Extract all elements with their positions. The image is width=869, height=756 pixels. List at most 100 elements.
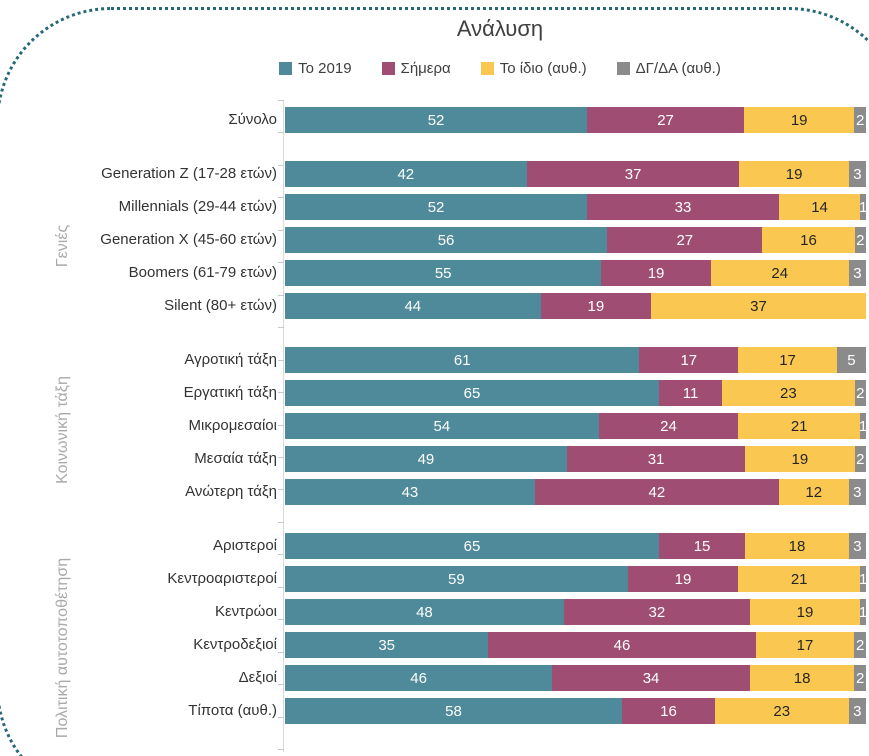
bar-segment: 16 xyxy=(621,698,715,724)
legend-label: Σήμερα xyxy=(400,60,451,77)
bar-segment: 2 xyxy=(854,665,867,691)
bar-segment: 19 xyxy=(739,161,849,187)
axis-tick xyxy=(278,424,284,426)
bar-track: 52 27 19 2 xyxy=(285,107,867,133)
bar-segment: 65 xyxy=(285,533,659,559)
bar-segment: 2 xyxy=(854,632,866,658)
legend-item: ΔΓ/ΔΑ (αυθ.) xyxy=(616,60,721,77)
legend-swatch-icon xyxy=(480,62,494,75)
bar-segment: 31 xyxy=(566,446,746,472)
bar-row: Τίποτα (αυθ.) 58 16 23 3 xyxy=(0,698,869,724)
category-label: Μεσαία τάξη xyxy=(194,450,277,467)
bar-track: 46 34 18 2 xyxy=(285,665,867,691)
bar-segment: 21 xyxy=(738,413,861,439)
axis-tick xyxy=(278,489,284,491)
axis-tick xyxy=(278,294,284,296)
axis-tick xyxy=(278,749,284,750)
bar-segment: 65 xyxy=(285,380,659,406)
axis-tick xyxy=(278,197,284,199)
bar-row: Boomers (61-79 ετών) 55 19 24 3 xyxy=(0,260,869,286)
legend-swatch-icon xyxy=(616,62,630,75)
category-label: Αριστεροί xyxy=(213,537,277,554)
bar-segment: 46 xyxy=(488,632,756,658)
bar-segment: 21 xyxy=(738,566,861,592)
bar-track: 58 16 23 3 xyxy=(285,698,866,724)
bar-segment: 27 xyxy=(587,107,744,133)
bar-track: 49 31 19 2 xyxy=(285,446,866,472)
bar-rows-container: Σύνολο 52 27 19 2 Generation Z (17-28 ετών) 42… xyxy=(0,107,869,731)
bar-segment: 33 xyxy=(587,194,779,220)
category-label: Millennials (29-44 ετών) xyxy=(118,198,277,215)
bar-segment: 23 xyxy=(714,698,849,724)
axis-tick xyxy=(278,262,284,264)
bar-segment: 19 xyxy=(745,446,855,472)
bar-segment: 56 xyxy=(285,227,608,253)
bar-segment: 48 xyxy=(285,599,564,625)
bar-row: Εργατική τάξη 65 11 23 2 xyxy=(0,380,869,406)
bar-segment: 19 xyxy=(749,599,861,625)
bar-segment: 17 xyxy=(639,347,739,373)
axis-tick xyxy=(278,716,284,718)
bar-segment: 59 xyxy=(285,566,628,592)
group-label: Πολιτική αυτοτοποθέτηση xyxy=(54,557,71,739)
legend-label: ΔΓ/ΔΑ (αυθ.) xyxy=(635,60,721,77)
bar-track: 65 11 23 2 xyxy=(285,380,866,406)
bar-segment: 5 xyxy=(836,347,866,373)
bar-track: 61 17 17 5 xyxy=(285,347,866,373)
legend-item: Το 2019 xyxy=(279,60,352,77)
bar-row: Κεντροδεξιοί 35 46 17 2 xyxy=(0,632,869,658)
bar-segment: 34 xyxy=(552,665,750,691)
bar-segment: 58 xyxy=(285,698,622,724)
chart-title: Ανάλυση xyxy=(456,16,544,41)
axis-tick xyxy=(278,521,284,523)
axis-tick xyxy=(278,229,284,231)
bar-track: 48 32 19 1 xyxy=(285,599,867,625)
category-label: Τίποτα (αυθ.) xyxy=(188,702,277,719)
chart-legend: Το 2019 Σήμερα Το ίδιο (αυθ.) ΔΓ/ΔΑ (αυθ.) xyxy=(131,60,869,77)
bar-segment: 15 xyxy=(658,533,746,559)
bar-segment: 2 xyxy=(854,227,866,253)
bar-segment: 3 xyxy=(848,533,866,559)
category-label: Μικρομεσαίοι xyxy=(188,417,277,434)
axis-tick xyxy=(278,684,284,686)
axis-tick xyxy=(278,392,284,394)
bar-segment: 37 xyxy=(526,161,740,187)
bar-row: Generation Z (17-28 ετών) 42 37 19 3 xyxy=(0,161,869,187)
category-label: Silent (80+ ετών) xyxy=(164,297,277,314)
group-label: Κοινωνική τάξη xyxy=(54,376,71,484)
bar-row: Δεξιοί 46 34 18 2 xyxy=(0,665,869,691)
axis-tick xyxy=(278,132,284,134)
bar-segment: 19 xyxy=(601,260,711,286)
bar-segment: 44 xyxy=(285,293,541,319)
bar-segment: 52 xyxy=(285,194,588,220)
axis-tick xyxy=(278,554,284,556)
bar-segment: 49 xyxy=(285,446,567,472)
bar-segment: 23 xyxy=(722,380,855,406)
bar-row: Generation X (45-60 ετών) 56 27 16 2 xyxy=(0,227,869,253)
bar-segment: 55 xyxy=(285,260,602,286)
bar-segment: 42 xyxy=(285,161,527,187)
bar-track: 55 19 24 3 xyxy=(285,260,866,286)
bar-segment: 3 xyxy=(848,161,866,187)
bar-track: 35 46 17 2 xyxy=(285,632,866,658)
bar-segment: 19 xyxy=(540,293,652,319)
legend-swatch-icon xyxy=(381,62,395,75)
axis-tick xyxy=(278,164,284,166)
bar-segment: 2 xyxy=(854,107,867,133)
bar-segment: 1 xyxy=(859,413,867,439)
bar-row: Μικρομεσαίοι 54 24 21 1 xyxy=(0,413,869,439)
axis-tick xyxy=(278,651,284,653)
axis-tick xyxy=(278,100,284,101)
category-label: Αγροτική τάξη xyxy=(184,351,277,368)
legend-label: Το ίδιο (αυθ.) xyxy=(499,60,587,77)
bar-segment: 32 xyxy=(563,599,750,625)
bar-segment: 19 xyxy=(627,566,739,592)
category-label: Generation Z (17-28 ετών) xyxy=(101,165,277,182)
bar-row: Ανώτερη τάξη 43 42 12 3 xyxy=(0,479,869,505)
bar-segment: 17 xyxy=(738,347,837,373)
category-label: Κεντρώοι xyxy=(214,603,277,620)
bar-track: 42 37 19 3 xyxy=(285,161,866,187)
category-label: Generation X (45-60 ετών) xyxy=(100,231,277,248)
bar-segment: 1 xyxy=(859,566,867,592)
bar-row: Αριστεροί 65 15 18 3 xyxy=(0,533,869,559)
